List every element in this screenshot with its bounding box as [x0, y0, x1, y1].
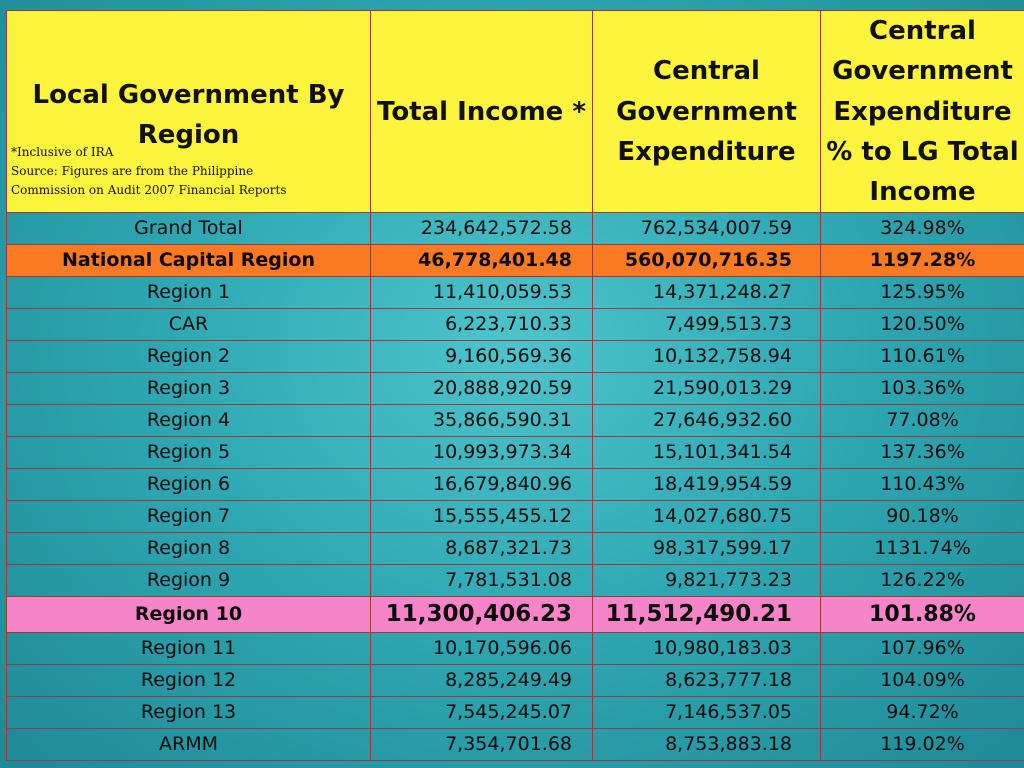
region-income-table: Local Government By Region *Inclusive of…	[6, 9, 1024, 762]
cell-income: 9,160,569.36	[370, 340, 593, 374]
cell-pct: 90.18%	[820, 500, 1024, 534]
cell-region: Region 3	[6, 372, 371, 406]
cell-pct: 110.43%	[820, 468, 1024, 502]
header-region-line1: Local Government By	[32, 80, 345, 110]
cell-expenditure: 8,753,883.18	[592, 728, 821, 762]
cell-income: 11,410,059.53	[370, 276, 593, 310]
source-notes: *Inclusive of IRA Source: Figures are fr…	[11, 143, 287, 200]
cell-expenditure: 10,132,758.94	[592, 340, 821, 374]
cell-income: 16,679,840.96	[370, 468, 593, 502]
cell-pct: 101.88%	[820, 596, 1024, 634]
table-row: Region 11 10,170,596.06 10,980,183.03 10…	[6, 632, 1024, 666]
cell-income: 7,545,245.07	[370, 696, 593, 730]
table-header-row: Local Government By Region *Inclusive of…	[6, 9, 1024, 214]
cell-expenditure: 18,419,954.59	[592, 468, 821, 502]
cell-expenditure: 14,027,680.75	[592, 500, 821, 534]
cell-expenditure: 27,646,932.60	[592, 404, 821, 438]
cell-income: 15,555,455.12	[370, 500, 593, 534]
note-source-1: Source: Figures are from the Philippine	[11, 164, 254, 178]
table-row-highlight-ncr: National Capital Region 46,778,401.48 56…	[6, 244, 1024, 278]
table-row: Region 9 7,781,531.08 9,821,773.23 126.2…	[6, 564, 1024, 598]
cell-income: 11,300,406.23	[370, 596, 593, 634]
cell-region: Region 5	[6, 436, 371, 470]
note-ira: *Inclusive of IRA	[11, 145, 114, 159]
cell-expenditure: 7,146,537.05	[592, 696, 821, 730]
table-row: ARMM 7,354,701.68 8,753,883.18 119.02%	[6, 728, 1024, 762]
cell-income: 7,781,531.08	[370, 564, 593, 598]
table-row: Region 1 11,410,059.53 14,371,248.27 125…	[6, 276, 1024, 310]
cell-region: Region 9	[6, 564, 371, 598]
cell-pct: 125.95%	[820, 276, 1024, 310]
cell-region: Region 8	[6, 532, 371, 566]
cell-region: Region 2	[6, 340, 371, 374]
cell-pct: 120.50%	[820, 308, 1024, 342]
cell-income: 10,993,973.34	[370, 436, 593, 470]
table-row: Region 13 7,545,245.07 7,146,537.05 94.7…	[6, 696, 1024, 730]
cell-income: 46,778,401.48	[370, 244, 593, 278]
note-source-2: Commission on Audit 2007 Financial Repor…	[11, 183, 287, 197]
cell-income: 234,642,572.58	[370, 212, 593, 246]
cell-region: CAR	[6, 308, 371, 342]
table-row: Region 2 9,160,569.36 10,132,758.94 110.…	[6, 340, 1024, 374]
cell-expenditure: 7,499,513.73	[592, 308, 821, 342]
cell-expenditure: 98,317,599.17	[592, 532, 821, 566]
cell-region: Region 7	[6, 500, 371, 534]
cell-region: Region 4	[6, 404, 371, 438]
cell-income: 7,354,701.68	[370, 728, 593, 762]
cell-region: Region 11	[6, 632, 371, 666]
table-row: Region 4 35,866,590.31 27,646,932.60 77.…	[6, 404, 1024, 438]
cell-expenditure: 14,371,248.27	[592, 276, 821, 310]
header-cg-pct: Central Government Expenditure % to LG T…	[820, 9, 1024, 214]
table-row-highlight-region10: Region 10 11,300,406.23 11,512,490.21 10…	[6, 596, 1024, 634]
table-row: Grand Total 234,642,572.58 762,534,007.5…	[6, 212, 1024, 246]
header-region: Local Government By Region *Inclusive of…	[6, 9, 371, 214]
table-row: CAR 6,223,710.33 7,499,513.73 120.50%	[6, 308, 1024, 342]
cell-region: Region 10	[6, 596, 371, 634]
cell-pct: 1197.28%	[820, 244, 1024, 278]
cell-region: Region 1	[6, 276, 371, 310]
cell-region: ARMM	[6, 728, 371, 762]
header-region-line2: Region	[137, 120, 240, 151]
table-row: Region 5 10,993,973.34 15,101,341.54 137…	[6, 436, 1024, 470]
header-total-income: Total Income *	[370, 9, 593, 214]
cell-expenditure: 21,590,013.29	[592, 372, 821, 406]
cell-income: 8,687,321.73	[370, 532, 593, 566]
cell-pct: 1131.74%	[820, 532, 1024, 566]
table-row: Region 8 8,687,321.73 98,317,599.17 1131…	[6, 532, 1024, 566]
cell-pct: 94.72%	[820, 696, 1024, 730]
header-region-title: Local Government By Region	[8, 75, 370, 156]
cell-income: 20,888,920.59	[370, 372, 593, 406]
cell-pct: 104.09%	[820, 664, 1024, 698]
table-row: Region 6 16,679,840.96 18,419,954.59 110…	[6, 468, 1024, 502]
cell-expenditure: 560,070,716.35	[592, 244, 821, 278]
cell-pct: 77.08%	[820, 404, 1024, 438]
table-row: Region 12 8,285,249.49 8,623,777.18 104.…	[6, 664, 1024, 698]
cell-expenditure: 10,980,183.03	[592, 632, 821, 666]
cell-pct: 126.22%	[820, 564, 1024, 598]
cell-pct: 324.98%	[820, 212, 1024, 246]
cell-income: 10,170,596.06	[370, 632, 593, 666]
cell-expenditure: 11,512,490.21	[592, 596, 821, 634]
cell-expenditure: 762,534,007.59	[592, 212, 821, 246]
table-row: Region 7 15,555,455.12 14,027,680.75 90.…	[6, 500, 1024, 534]
cell-pct: 107.96%	[820, 632, 1024, 666]
cell-income: 8,285,249.49	[370, 664, 593, 698]
header-cg-expenditure: Central Government Expenditure	[592, 9, 821, 214]
cell-region: Region 12	[6, 664, 371, 698]
cell-expenditure: 9,821,773.23	[592, 564, 821, 598]
cell-pct: 119.02%	[820, 728, 1024, 762]
table-row: Region 3 20,888,920.59 21,590,013.29 103…	[6, 372, 1024, 406]
cell-income: 6,223,710.33	[370, 308, 593, 342]
cell-region: Region 13	[6, 696, 371, 730]
cell-region: Grand Total	[6, 212, 371, 246]
cell-pct: 103.36%	[820, 372, 1024, 406]
cell-region: National Capital Region	[6, 244, 371, 278]
cell-region: Region 6	[6, 468, 371, 502]
cell-pct: 110.61%	[820, 340, 1024, 374]
cell-expenditure: 8,623,777.18	[592, 664, 821, 698]
cell-income: 35,866,590.31	[370, 404, 593, 438]
cell-expenditure: 15,101,341.54	[592, 436, 821, 470]
cell-pct: 137.36%	[820, 436, 1024, 470]
